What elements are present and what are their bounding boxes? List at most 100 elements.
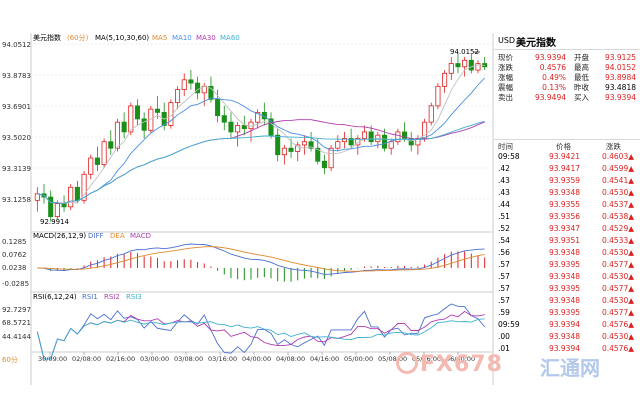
x-axis-label: 04/08:00 xyxy=(276,355,305,363)
quote-cell: 93.8984 xyxy=(604,73,636,82)
ma-settings-label[interactable]: MA(5,10,30,60) xyxy=(95,34,149,42)
tick-change: 0.4577▲ xyxy=(601,308,634,317)
candle-body xyxy=(335,141,341,149)
tick-row: .57 93.9348 0.4530▲ xyxy=(494,271,640,282)
ma10-label: MA10 xyxy=(172,34,192,42)
tick-row: .44 93.9355 0.4537▲ xyxy=(494,199,640,210)
rsi2-label: RSI2 xyxy=(104,293,120,301)
quote-cell: 93.4818 xyxy=(604,83,636,92)
candle-body xyxy=(328,147,334,169)
macd-axis-label: -0.0285 xyxy=(2,280,29,288)
instrument-name: 美元指数 xyxy=(516,38,556,49)
candle-body xyxy=(388,141,394,149)
rsi1-label: RSI1 xyxy=(82,293,98,301)
rsi-axis-label: 68.5721 xyxy=(2,319,31,327)
tick-change: 0.4576▲ xyxy=(601,344,634,353)
tick-change: 0.4577▲ xyxy=(601,260,634,269)
tick-price: 93.9351 xyxy=(548,236,580,245)
quote-panel: USD 美元指数 现价 93.9394 开盘 93.9125 涨跌 0.4576 最高 94.… xyxy=(494,32,640,400)
tick-change: 0.4530▲ xyxy=(601,296,634,305)
candle-body xyxy=(154,108,161,113)
candle-body xyxy=(188,79,194,84)
candle-body xyxy=(402,131,408,139)
tick-row: .52 93.9347 0.4529▲ xyxy=(494,223,640,234)
candle-body xyxy=(435,85,441,107)
candle-body xyxy=(228,121,234,133)
candle-body xyxy=(101,141,107,165)
candle-body xyxy=(381,134,388,149)
candle-body xyxy=(195,82,201,94)
x-axis-label: 04/00:00 xyxy=(242,355,271,363)
macd-diff-line xyxy=(37,243,485,275)
fx678-logo-icon xyxy=(396,352,418,374)
y-axis-label: 94.0512 xyxy=(2,41,31,49)
candle-body xyxy=(315,147,321,162)
candle-body xyxy=(114,121,120,149)
candle-body xyxy=(268,118,274,136)
rsi-label[interactable]: RSI(6,12,24) xyxy=(33,293,77,301)
x-axis-label: 02/08:00 xyxy=(72,355,101,363)
price-chart[interactable]: 美元指数 (60分) MA(5,10,30,60) MA5 MA10 MA30 … xyxy=(0,0,494,400)
tick-time: .59 xyxy=(498,308,510,317)
tick-row: .00 93.9348 0.4530▲ xyxy=(494,331,640,342)
candle-body xyxy=(181,79,187,90)
quote-cell: 最低 xyxy=(574,73,589,82)
y-axis-label: 93.8783 xyxy=(2,72,31,80)
macd-label[interactable]: MACD(26,12,9) xyxy=(33,232,86,240)
candle-body xyxy=(175,89,181,104)
macd-axis-label: 0.0238 xyxy=(2,264,27,272)
high-marker: 94.0152 xyxy=(450,48,479,56)
x-axis-label: 03/08:00 xyxy=(174,355,203,363)
tick-time: .43 xyxy=(498,176,510,185)
candle-body xyxy=(121,121,127,133)
tick-row: .56 93.9348 0.4530▲ xyxy=(494,247,640,258)
watermark-fx: FX678 xyxy=(420,352,503,377)
candle-body xyxy=(108,141,114,149)
ma5-label: MA5 xyxy=(152,34,167,42)
y-axis-label: 93.6901 xyxy=(2,103,31,111)
tick-row: .43 93.9359 0.4541▲ xyxy=(494,175,640,186)
tick-row: .54 93.9351 0.4533▲ xyxy=(494,235,640,246)
candle-body xyxy=(128,105,134,133)
tick-change: 0.4533▲ xyxy=(601,236,634,245)
quote-cell: 卖出 xyxy=(498,93,513,102)
quote-cell: 开盘 xyxy=(574,53,589,62)
currency-code: USD xyxy=(498,36,516,45)
candle-body xyxy=(61,203,67,208)
tick-change: 0.4537▲ xyxy=(601,200,634,209)
candle-body xyxy=(468,59,474,71)
tick-price: 93.9421 xyxy=(548,152,580,161)
x-axis-label: 06/00:00 xyxy=(446,355,475,363)
tick-price: 93.9359 xyxy=(548,176,580,185)
ticks-header: 时间 价格 涨跌 xyxy=(494,139,640,151)
period-selector[interactable]: 60分 xyxy=(2,355,18,364)
tick-price: 93.9355 xyxy=(548,200,580,209)
candle-body xyxy=(74,186,80,201)
low-marker: 92.9914 xyxy=(40,218,69,226)
ticks-time-header: 时间 xyxy=(498,142,513,151)
ma60-line xyxy=(37,120,485,205)
ticks-change-header: 涨跌 xyxy=(606,142,621,151)
x-axis-label: 05/08:00 xyxy=(378,355,407,363)
candle-body xyxy=(415,138,421,146)
tick-price: 93.9395 xyxy=(548,308,580,317)
x-axis-label: 30/09:00 xyxy=(38,355,67,363)
tick-change: 0.4529▲ xyxy=(601,224,634,233)
tick-change: 0.4576▲ xyxy=(601,320,634,329)
quote-row: 卖出 93.9494 买入 93.9394 xyxy=(494,93,640,103)
candle-body xyxy=(455,63,461,68)
candle-body xyxy=(462,59,468,68)
tick-change: 0.4530▲ xyxy=(601,188,634,197)
tick-time: 09:58 xyxy=(498,152,520,161)
x-axis-label: 05/16:00 xyxy=(412,355,441,363)
macd-macd-label: MACD xyxy=(130,232,151,240)
y-axis-label: 93.5020 xyxy=(2,134,31,142)
chart-title: 美元指数 xyxy=(33,33,61,42)
tick-time: .57 xyxy=(498,296,510,305)
candle-body xyxy=(141,118,147,131)
macd-axis-label: 0.0762 xyxy=(2,251,27,259)
watermark-cn: 汇通网 xyxy=(540,356,600,380)
quote-row: 震幅 0.13% 昨收 93.4818 xyxy=(494,83,640,93)
candle-body xyxy=(321,160,327,169)
